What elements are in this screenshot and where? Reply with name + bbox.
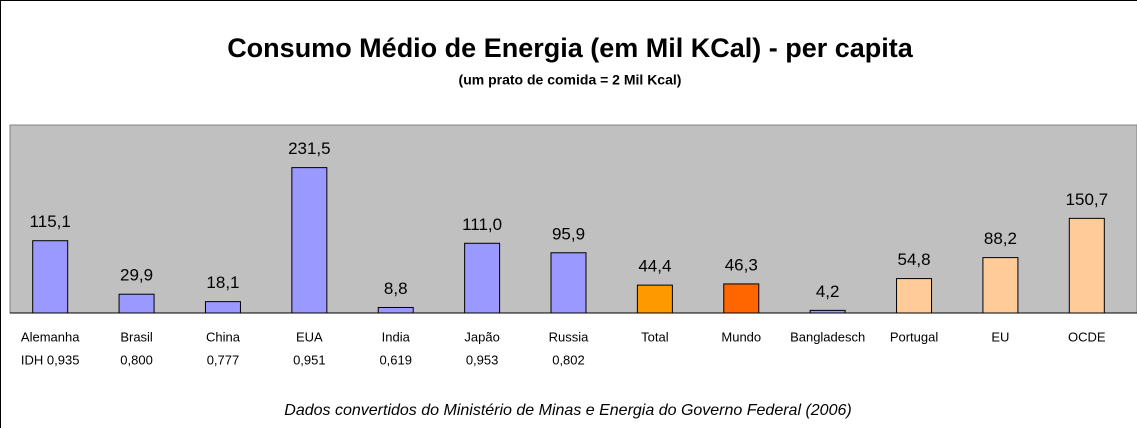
value-label: 18,1 bbox=[206, 273, 239, 292]
x-tick-label: Japão bbox=[464, 329, 499, 344]
x-tick-label: Brasil bbox=[120, 329, 153, 344]
chart-subtitle: (um prato de comida = 2 Mil Kcal) bbox=[459, 72, 682, 88]
value-label: 150,7 bbox=[1066, 190, 1109, 209]
bar bbox=[204, 301, 241, 314]
footnote: Dados convertidos do Ministério de Minas… bbox=[284, 402, 851, 419]
bar bbox=[32, 240, 69, 314]
bar bbox=[809, 309, 846, 314]
value-label: 4,2 bbox=[816, 282, 840, 301]
x-tick-sublabel: IDH 0,935 bbox=[21, 352, 80, 367]
chart-title: Consumo Médio de Energia (em Mil KCal) -… bbox=[227, 33, 914, 63]
value-label: 231,5 bbox=[288, 139, 331, 158]
x-tick-label: India bbox=[382, 329, 411, 344]
value-label: 29,9 bbox=[120, 266, 153, 285]
x-tick-label: Mundo bbox=[721, 329, 761, 344]
bar bbox=[550, 252, 587, 314]
x-tick-sublabel: 0,800 bbox=[120, 352, 153, 367]
bar bbox=[636, 284, 673, 314]
bar bbox=[723, 283, 760, 314]
x-tick-label: Alemanha bbox=[21, 329, 80, 344]
x-tick-label: Bangladesch bbox=[790, 329, 865, 344]
x-tick-sublabel: 0,802 bbox=[552, 352, 585, 367]
x-tick-label: Russia bbox=[549, 329, 590, 344]
value-label: 115,1 bbox=[30, 212, 71, 231]
bar bbox=[118, 293, 155, 314]
value-label: 44,4 bbox=[638, 257, 671, 276]
value-label: 111,0 bbox=[462, 215, 502, 234]
bar bbox=[1068, 217, 1105, 314]
x-tick-sublabel: 0,951 bbox=[293, 352, 326, 367]
x-tick-sublabel: 0,953 bbox=[466, 352, 499, 367]
x-tick-label: OCDE bbox=[1068, 329, 1106, 344]
x-tick-label: Portugal bbox=[890, 329, 939, 344]
x-tick-label: China bbox=[206, 329, 241, 344]
value-label: 8,8 bbox=[384, 279, 408, 298]
bar bbox=[291, 167, 328, 314]
bar bbox=[982, 257, 1019, 314]
x-tick-label: Total bbox=[641, 329, 669, 344]
bar bbox=[896, 278, 933, 314]
bar bbox=[464, 242, 501, 314]
value-label: 88,2 bbox=[984, 229, 1017, 248]
value-label: 95,9 bbox=[552, 224, 585, 243]
value-label: 54,8 bbox=[897, 250, 930, 269]
bar bbox=[377, 306, 414, 314]
x-tick-sublabel: 0,777 bbox=[207, 352, 240, 367]
x-tick-label: EUA bbox=[296, 329, 323, 344]
value-label: 46,3 bbox=[725, 255, 758, 274]
x-tick-label: EU bbox=[991, 329, 1009, 344]
x-tick-sublabel: 0,619 bbox=[379, 352, 412, 367]
